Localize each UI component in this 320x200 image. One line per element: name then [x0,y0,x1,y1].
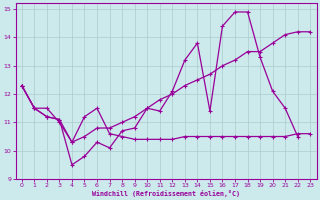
X-axis label: Windchill (Refroidissement éolien,°C): Windchill (Refroidissement éolien,°C) [92,190,240,197]
